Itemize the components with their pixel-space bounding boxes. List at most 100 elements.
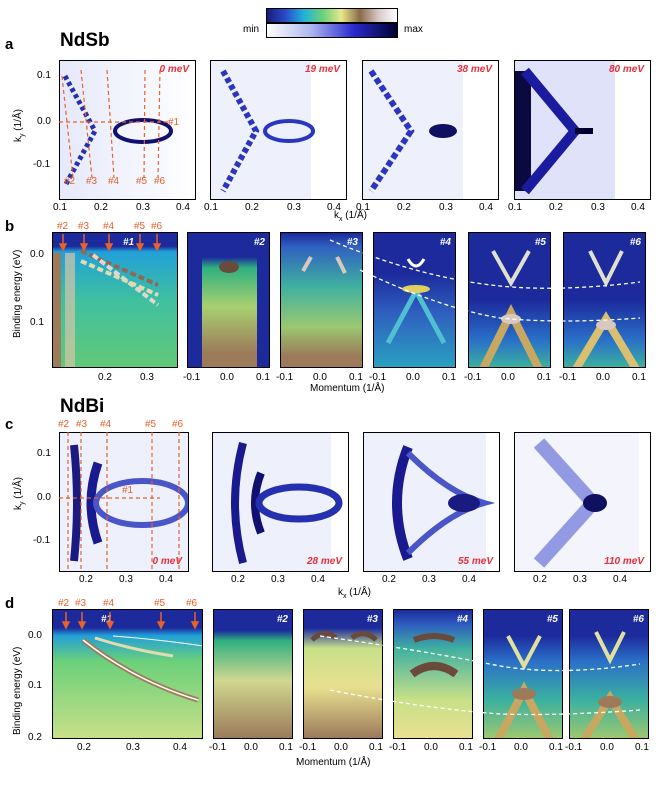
cut-label-a-1: #1: [168, 117, 180, 128]
kx-tick-c1-2: 0.4: [159, 574, 173, 585]
kx-tick-a1-2: 0.3: [136, 202, 150, 213]
cut-label-b6: #6: [629, 237, 641, 248]
cut-d3-image: [310, 631, 378, 642]
panel-label-a: a: [5, 36, 14, 53]
b5-xtick-2: 0.1: [537, 372, 551, 383]
cut-label-b5: #5: [534, 237, 546, 248]
b4-xtick-2: 0.1: [442, 372, 456, 383]
d1-xtick-0: 0.2: [77, 742, 91, 753]
arrow-label-b-3: #3: [78, 221, 90, 232]
cut-label-d1: #1: [101, 614, 113, 625]
cut-label-c-2: #2: [58, 419, 70, 430]
kx-tick-c4-2: 0.4: [613, 574, 627, 585]
cut-label-c-6: #6: [172, 419, 184, 430]
d3-xtick-1: 0.0: [334, 742, 348, 753]
d1-xtick-2: 0.4: [173, 742, 187, 753]
cut-label-d6: #6: [632, 614, 644, 625]
kx-tick-c2-1: 0.3: [271, 574, 285, 585]
cut-b2: #2: [187, 232, 270, 368]
b1-xtick-1: 0.3: [140, 372, 154, 383]
cut-b3-image: [301, 256, 347, 274]
cut-label-d5: #5: [546, 614, 558, 625]
fs-map-a4-image: [515, 61, 615, 199]
material-ndbi: NdBi: [60, 396, 105, 417]
be-tick-b-1: 0.1: [30, 317, 44, 328]
kx-tick-a1-0: 0.1: [53, 202, 67, 213]
arrow-label-d-4: #4: [103, 598, 115, 609]
b6-xtick-1: 0.0: [596, 372, 610, 383]
cut-d3: #3: [303, 609, 383, 739]
be-tick-b-0: 0.0: [30, 249, 44, 260]
energy-label-c3: 55 meV: [457, 556, 493, 567]
d6-xtick-0: -0.1: [565, 742, 583, 753]
cut-b5: #5: [468, 232, 551, 368]
cut-d6: #6: [569, 609, 649, 739]
fs-map-a2-image: [211, 61, 315, 199]
fs-map-a2: 19 meV: [210, 60, 347, 200]
cut-b3: #3: [280, 232, 363, 368]
fs-map-c3: 55 meV: [363, 432, 500, 572]
colorbar-min-label: min: [243, 24, 260, 35]
cut-d5: #5: [483, 609, 563, 739]
d1-xtick-1: 0.3: [126, 742, 140, 753]
ky-tick-c-1: 0.0: [37, 492, 51, 503]
cut-label-b1: #1: [123, 237, 135, 248]
energy-label-c1: 0 meV: [152, 556, 182, 567]
d2-xtick-1: 0.0: [244, 742, 258, 753]
fs-map-c3-image: [364, 433, 496, 571]
cut-b1-image: [53, 249, 160, 367]
kx-tick-a3-0: 0.1: [356, 202, 370, 213]
kx-tick-a1-3: 0.4: [176, 202, 190, 213]
be-tick-d-1: 0.1: [28, 680, 42, 691]
arrow-label-b-2: #2: [57, 221, 69, 232]
b4-xtick-0: -0.1: [369, 372, 387, 383]
panel-label-b: b: [5, 218, 15, 235]
cut-label-a-3: #3: [86, 176, 98, 187]
d5-xtick-2: 0.1: [549, 742, 563, 753]
cut-d5-image: [494, 635, 554, 738]
panel-label-d: d: [5, 595, 15, 612]
kx-tick-c4-1: 0.3: [573, 574, 587, 585]
kx-tick-a4-3: 0.4: [631, 202, 645, 213]
cut-b6: #6: [563, 232, 646, 368]
cut-label-c-4: #4: [100, 419, 112, 430]
d4-xtick-0: -0.1: [389, 742, 407, 753]
kx-tick-c4-0: 0.2: [533, 574, 547, 585]
energy-label-a1: 0 meV: [159, 64, 189, 75]
cut-label-c-3: #3: [76, 419, 88, 430]
d3-xtick-2: 0.1: [369, 742, 383, 753]
d5-xtick-1: 0.0: [514, 742, 528, 753]
momentum-label-d: Momentum (1/Å): [296, 757, 371, 768]
cut-d1: #1: [52, 609, 203, 739]
energy-label-a4: 80 meV: [608, 64, 644, 75]
fs-map-c1: 0 meV: [59, 432, 189, 572]
energy-label-a3: 38 meV: [456, 64, 492, 75]
kx-axis-label-a: kx (1/Å): [334, 210, 367, 223]
fs-map-c4: 110 meV: [514, 432, 651, 572]
d6-xtick-1: 0.0: [600, 742, 614, 753]
energy-label-c4: 110 meV: [604, 556, 644, 567]
arrow-label-d-2: #2: [58, 598, 70, 609]
ky-tick-a-2: -0.1: [33, 159, 51, 170]
momentum-label-b: Momentum (1/Å): [310, 383, 385, 394]
b5-xtick-0: -0.1: [464, 372, 482, 383]
cut-d6-image: [580, 631, 640, 738]
kx-tick-c2-2: 0.4: [311, 574, 325, 585]
kx-tick-a3-1: 0.2: [397, 202, 411, 213]
panel-label-c: c: [5, 416, 14, 433]
b2-xtick-0: -0.1: [183, 372, 201, 383]
kx-tick-a4-1: 0.2: [549, 202, 563, 213]
ky-tick-c-2: -0.1: [33, 535, 51, 546]
d2-xtick-2: 0.1: [279, 742, 293, 753]
cut-d4-image: [409, 633, 459, 678]
cut-label-b2: #2: [253, 237, 265, 248]
cut-d1-image: [81, 635, 202, 703]
b3-xtick-0: -0.1: [276, 372, 294, 383]
colorbar-rainbow: [266, 8, 398, 23]
kx-tick-a2-1: 0.2: [245, 202, 259, 213]
